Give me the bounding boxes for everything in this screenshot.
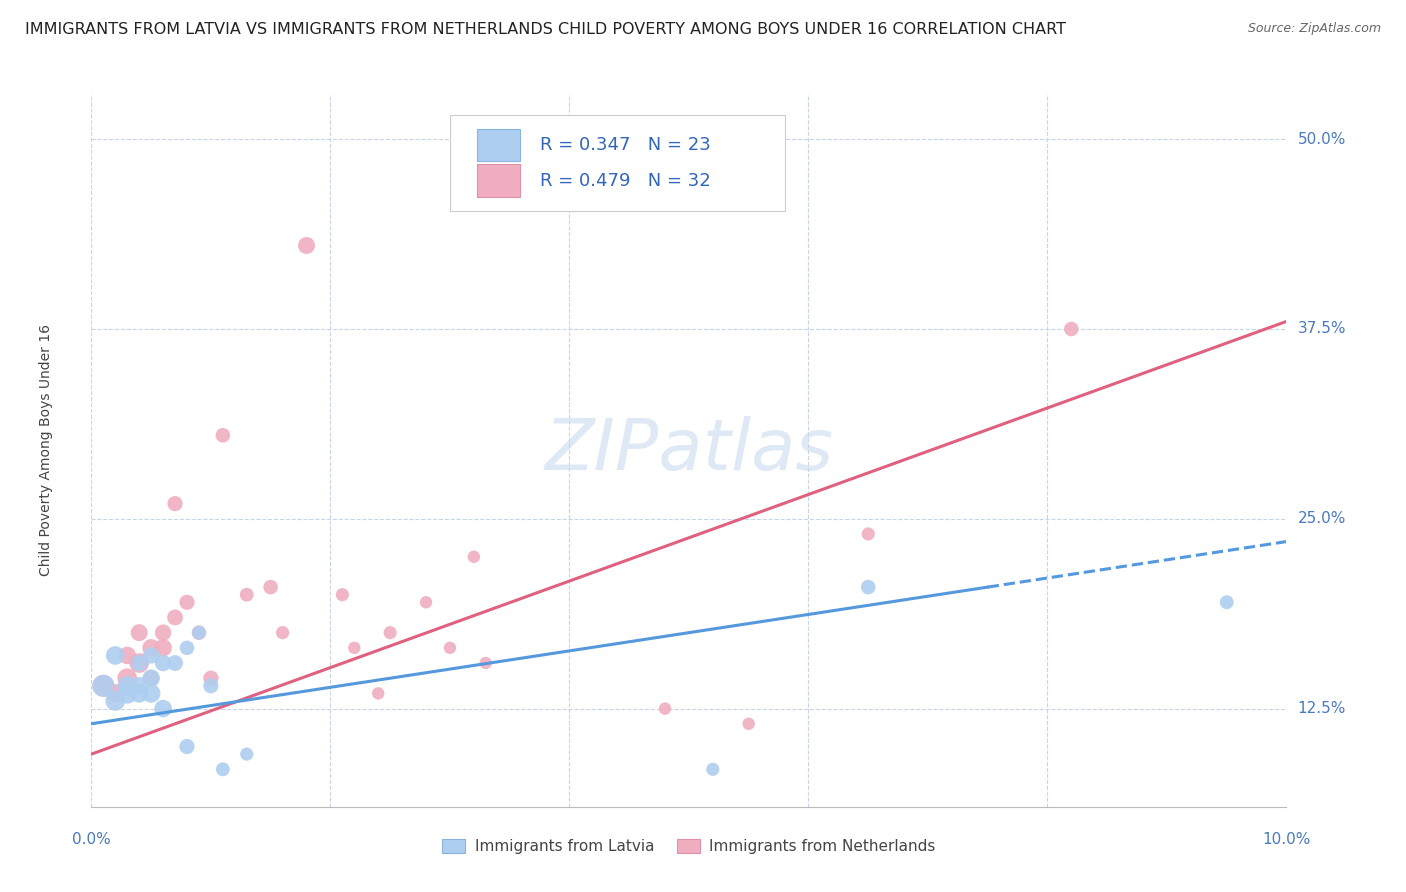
Point [295,238,318,252]
Text: Source: ZipAtlas.com: Source: ZipAtlas.com [1247,22,1381,36]
Point [858,580,880,594]
Point [188,625,211,640]
Point [152,701,174,715]
Point [858,527,880,541]
Point [128,679,150,693]
Point [176,739,198,754]
Point [128,656,150,670]
Point [415,595,437,609]
Point [104,694,127,708]
FancyBboxPatch shape [478,164,520,197]
Text: ZIPatlas: ZIPatlas [544,416,834,485]
Text: 10.0%: 10.0% [1263,832,1310,847]
Point [654,701,676,715]
Text: R = 0.479   N = 32: R = 0.479 N = 32 [540,172,710,190]
Point [115,671,138,685]
Point [128,625,150,640]
Point [235,588,259,602]
Point [737,716,759,731]
Point [1060,322,1083,336]
Point [367,686,389,700]
Point [702,762,724,776]
Point [188,625,211,640]
Point [163,497,186,511]
Point [200,679,222,693]
Legend: Immigrants from Latvia, Immigrants from Netherlands: Immigrants from Latvia, Immigrants from … [436,832,942,860]
Point [141,686,163,700]
Point [235,747,259,761]
Point [176,595,198,609]
Point [128,656,150,670]
Point [343,640,366,655]
Text: R = 0.347   N = 23: R = 0.347 N = 23 [540,136,710,154]
Point [93,679,115,693]
Point [380,625,402,640]
Point [104,648,127,663]
Point [128,686,150,700]
Point [104,686,127,700]
Text: 50.0%: 50.0% [1298,132,1346,146]
Point [152,640,174,655]
Point [1216,595,1239,609]
Point [141,671,163,685]
Point [163,656,186,670]
Point [332,588,354,602]
Point [115,679,138,693]
Point [115,686,138,700]
Point [176,640,198,655]
Point [211,428,233,442]
Point [152,625,174,640]
Text: IMMIGRANTS FROM LATVIA VS IMMIGRANTS FROM NETHERLANDS CHILD POVERTY AMONG BOYS U: IMMIGRANTS FROM LATVIA VS IMMIGRANTS FRO… [25,22,1066,37]
Text: 12.5%: 12.5% [1298,701,1346,716]
Point [475,656,498,670]
FancyBboxPatch shape [450,115,785,211]
Point [152,656,174,670]
Point [93,679,115,693]
Point [163,610,186,624]
Point [141,671,163,685]
Text: Child Poverty Among Boys Under 16: Child Poverty Among Boys Under 16 [39,325,53,576]
Point [463,549,485,564]
Point [271,625,294,640]
Point [439,640,461,655]
Text: 25.0%: 25.0% [1298,511,1346,526]
Point [200,671,222,685]
Text: 37.5%: 37.5% [1298,321,1346,336]
Point [141,648,163,663]
Point [115,648,138,663]
FancyBboxPatch shape [478,128,520,161]
Text: 0.0%: 0.0% [72,832,111,847]
Point [259,580,281,594]
Point [141,640,163,655]
Point [211,762,233,776]
